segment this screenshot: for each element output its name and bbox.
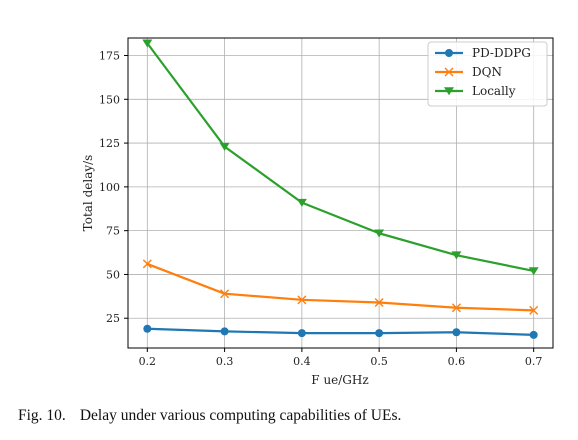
series-line-pd-ddpg [147, 327, 534, 336]
x-tick-label: 0.2 [139, 355, 157, 368]
data-point-pd-ddpg [297, 329, 306, 338]
legend-label-dqn: DQN [472, 65, 502, 79]
x-tick-label: 0.6 [448, 355, 466, 368]
data-point-dqn [297, 295, 307, 305]
x-tick-label: 0.4 [293, 355, 311, 368]
x-axis-label: F ue/GHz [311, 373, 368, 387]
y-tick-label: 75 [106, 225, 120, 238]
line-chart: 0.2 0.3 0.4 0.5 0.6 0.7 25 50 75 100 125 150 175 F u… [81, 37, 554, 387]
legend: PD-DDPG DQN Locally [427, 41, 548, 107]
series-line-dqn [146, 262, 534, 312]
series-group [142, 39, 539, 339]
data-point-pd-ddpg [375, 329, 384, 338]
data-point-dqn [142, 259, 152, 269]
y-tick-label: 25 [106, 312, 120, 325]
data-point-pd-ddpg [220, 327, 229, 336]
legend-entry-pd-ddpg: PD-DDPG [435, 46, 531, 60]
y-axis-label: Total delay/s [81, 155, 95, 232]
legend-label-pd-ddpg: PD-DDPG [472, 46, 531, 60]
y-tick-label: 100 [99, 181, 120, 194]
data-point-pd-ddpg [452, 328, 461, 337]
data-point-pd-ddpg [529, 330, 538, 339]
x-tick-label: 0.7 [525, 355, 543, 368]
series-locally [142, 39, 539, 276]
series-line-locally [146, 42, 534, 273]
data-point-dqn [220, 289, 230, 299]
data-point-locally [528, 267, 539, 276]
legend-label-locally: Locally [472, 84, 516, 98]
legend-marker-dqn [444, 67, 454, 77]
legend-entry-locally: Locally [435, 84, 516, 98]
y-tick-label: 50 [106, 268, 120, 281]
legend-marker-pd-ddpg [445, 49, 453, 57]
data-point-pd-ddpg [143, 324, 152, 333]
figure-number: Fig. 10. [18, 407, 66, 424]
plot-area-frame [127, 37, 554, 349]
legend-entries: PD-DDPG DQN Locally [435, 46, 531, 98]
x-tick-label: 0.5 [370, 355, 388, 368]
axis-ticks: 0.2 0.3 0.4 0.5 0.6 0.7 25 50 75 100 125 150 175 [99, 50, 542, 368]
data-point-dqn [374, 297, 384, 307]
y-tick-label: 125 [99, 137, 120, 150]
series-pd-ddpg [143, 324, 538, 339]
data-point-locally [451, 251, 462, 260]
data-point-locally [142, 39, 153, 48]
data-point-dqn [451, 303, 461, 313]
data-point-locally [296, 198, 307, 207]
x-tick-label: 0.3 [216, 355, 234, 368]
series-dqn [142, 259, 539, 315]
y-tick-label: 175 [99, 50, 120, 63]
caption-text: Delay under various computing capabiliti… [79, 407, 402, 424]
legend-entry-dqn: DQN [435, 65, 502, 79]
figure-caption: Fig. 10. Delay under various computing ca… [18, 407, 401, 425]
data-point-locally [219, 142, 230, 151]
y-tick-label: 150 [99, 93, 120, 106]
data-point-locally [374, 229, 385, 238]
legend-marker-locally [444, 87, 454, 96]
data-point-dqn [529, 305, 539, 315]
